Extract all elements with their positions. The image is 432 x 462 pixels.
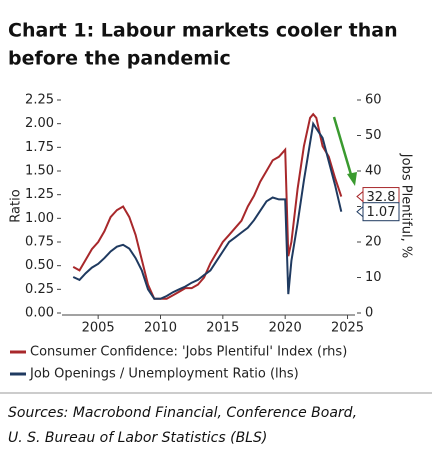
y-tick-label: 0.50 [25,258,54,273]
sources-line: U. S. Bureau of Labor Statistics (BLS) [8,430,267,446]
y-tick-label: 0.00 [25,306,54,321]
x-tick-label: 2025 [331,321,364,336]
trend-arrow [332,116,354,179]
y-tick-label: 1.50 [25,164,54,179]
series-line [72,121,343,300]
y2-tick-label: 40 [365,164,382,179]
series-line [72,112,343,300]
y-tick-label: 2.00 [25,116,54,131]
sources-line: Sources: Macrobond Financial, Conference… [8,405,357,421]
legend-label: Job Openings / Unemployment Ratio (lhs) [29,367,299,382]
y2-axis-label: Jobs Plentiful, % [399,153,414,258]
y-tick-label: 1.25 [25,187,54,202]
chart-title-line: before the pandemic [8,48,231,70]
chart-title-line: Chart 1: Labour markets cooler than [8,20,398,42]
y2-tick-label: 10 [365,270,382,285]
y-tick-label: 1.75 [25,140,54,155]
end-label: 1.07 [367,205,396,220]
y-tick-label: 1.00 [25,211,54,226]
y-axis-label: Ratio [9,189,24,222]
y-tick-label: 0.75 [25,235,54,250]
end-label-pointer [356,190,364,203]
x-tick-label: 2020 [269,321,302,336]
y-tick-label: 0.25 [25,282,54,297]
y2-tick-label: 0 [365,306,373,321]
trend-arrow-head [347,172,357,186]
y2-tick-label: 20 [365,235,382,250]
end-label: 32.8 [367,190,396,205]
y-tick-label: 2.25 [25,93,54,108]
x-tick-label: 2005 [82,321,115,336]
end-label-pointer [356,205,364,218]
x-tick-label: 2015 [206,321,239,336]
y2-tick-label: 50 [365,128,382,143]
end-label-box [362,202,400,222]
legend-label: Consumer Confidence: 'Jobs Plentiful' In… [30,345,347,360]
x-tick-label: 2010 [144,321,177,336]
y2-tick-label: 60 [365,93,382,108]
